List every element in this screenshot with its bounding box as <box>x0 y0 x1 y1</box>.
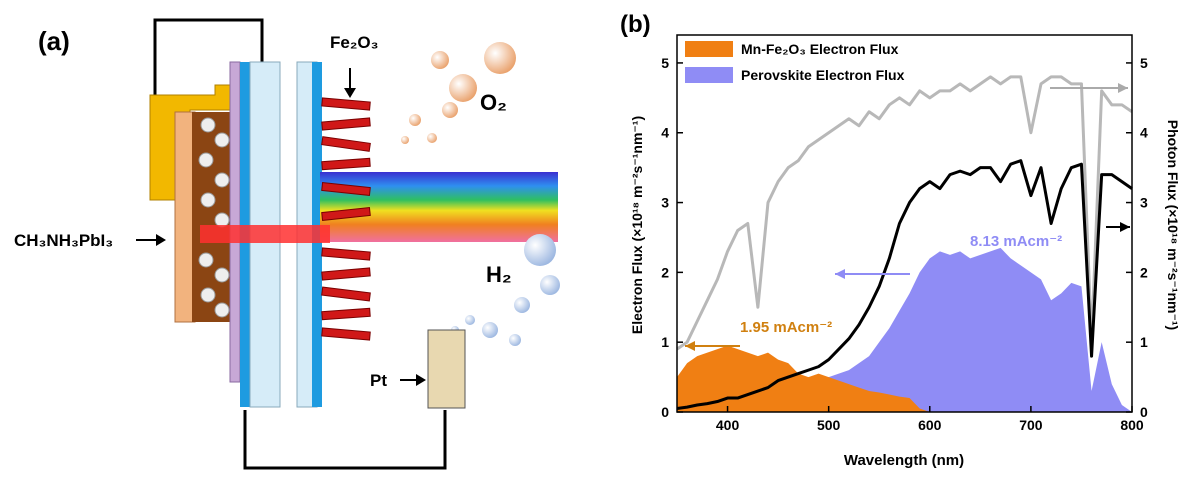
y-axis-title: Electron Flux (×10¹⁸ m⁻²s⁻¹nm⁻¹) <box>629 116 645 334</box>
y-tick-label: 3 <box>661 195 669 211</box>
electrode-label: Pt <box>370 371 387 390</box>
layer <box>230 62 240 382</box>
wire <box>245 410 445 468</box>
x-axis-title: Wavelength (nm) <box>844 452 964 469</box>
gas-label: H₂ <box>486 262 512 287</box>
arrowhead <box>835 269 845 279</box>
legend-swatch <box>685 67 733 83</box>
y2-tick-label: 2 <box>1140 264 1148 280</box>
legend-swatch <box>685 41 733 57</box>
panel-label: (a) <box>38 26 70 56</box>
gas-label: O₂ <box>480 90 507 115</box>
arrowhead <box>416 374 426 386</box>
y2-tick-label: 0 <box>1140 404 1148 420</box>
y-tick-label: 5 <box>661 55 669 71</box>
figure: (a) Fe₂O₃ O₂ H₂ CH₃NH₃PbI₃ Pt (b) Wavele… <box>0 0 1182 475</box>
y-tick-label: 2 <box>661 264 669 280</box>
annotation: 8.13 mAcm⁻² <box>970 233 1062 250</box>
y2-tick-label: 1 <box>1140 334 1148 350</box>
arrowhead <box>156 234 166 246</box>
arrowhead <box>344 88 356 98</box>
y2-axis-title: Photon Flux (×10¹⁸ m⁻²s⁻¹nm⁻¹) <box>1165 120 1181 330</box>
x-tick-label: 600 <box>918 417 942 433</box>
h2-bubbles <box>451 234 560 346</box>
arrowhead <box>1118 83 1128 93</box>
pt-electrode <box>428 330 465 408</box>
y2-tick-label: 5 <box>1140 55 1148 71</box>
arrowhead <box>1120 222 1130 232</box>
material-label: Fe₂O₃ <box>330 33 378 52</box>
y2-tick-label: 3 <box>1140 195 1148 211</box>
red-beam <box>200 225 330 243</box>
y2-tick-label: 4 <box>1140 125 1148 141</box>
annotation: 1.95 mAcm⁻² <box>740 319 832 336</box>
x-tick-label: 500 <box>817 417 841 433</box>
y-tick-label: 0 <box>661 404 669 420</box>
light-beam <box>320 172 558 242</box>
legend-label: Perovskite Electron Flux <box>741 67 905 83</box>
panel-label: (b) <box>620 11 651 38</box>
y-tick-label: 1 <box>661 334 669 350</box>
x-tick-label: 700 <box>1019 417 1043 433</box>
y-tick-label: 4 <box>661 125 669 141</box>
material-label: CH₃NH₃PbI₃ <box>14 231 113 250</box>
page: {"panel_a": {"label": "(a)", "fe2o3": "F… <box>0 0 1182 480</box>
device-diagram <box>136 20 560 468</box>
legend-label: Mn-Fe₂O₃ Electron Flux <box>741 41 899 57</box>
x-tick-label: 400 <box>716 417 740 433</box>
